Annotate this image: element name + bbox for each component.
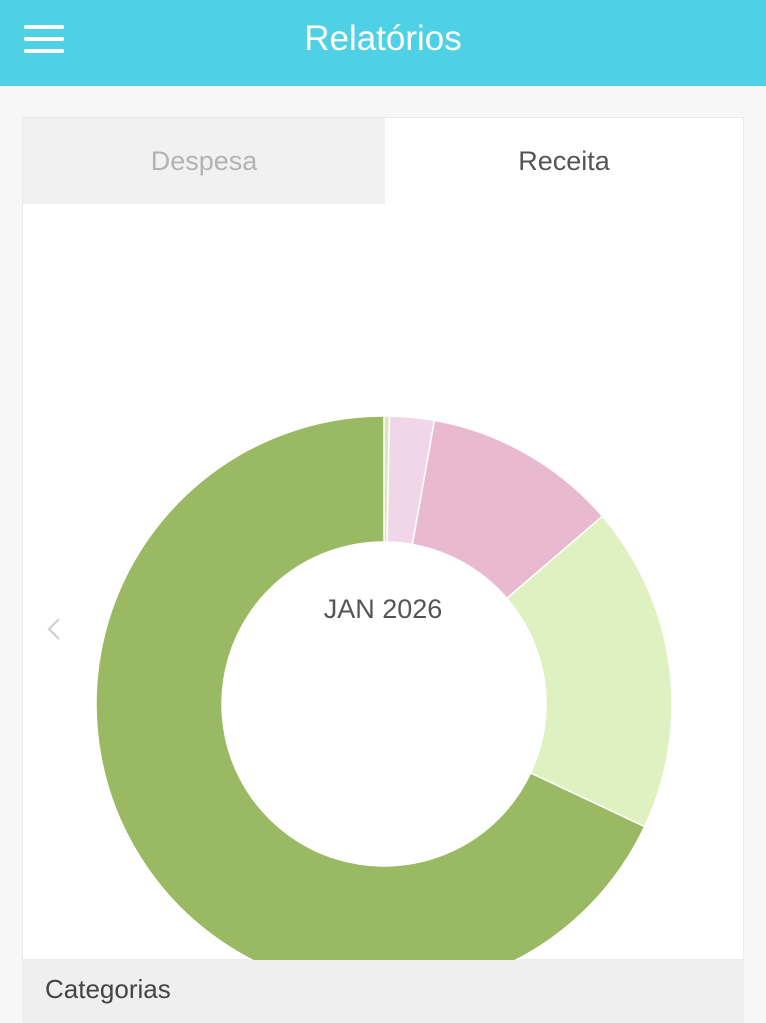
hamburger-menu-icon[interactable] [16, 18, 72, 62]
donut-chart [95, 415, 673, 960]
categories-title: Categorias [45, 974, 171, 1004]
tab-despesa[interactable]: Despesa [23, 118, 385, 204]
page-title: Relatórios [304, 19, 462, 58]
categories-header: Categorias [22, 960, 744, 1023]
donut-slice-4[interactable] [505, 515, 673, 828]
donut-slice-5[interactable] [95, 415, 646, 960]
period-label: JAN 2026 [323, 594, 443, 624]
tab-receita[interactable]: Receita [385, 118, 743, 204]
app-bar: Relatórios [0, 0, 766, 86]
report-card: Despesa Receita JAN 2026 [22, 117, 744, 960]
chevron-left-icon[interactable] [39, 606, 69, 652]
chart-area: JAN 2026 [23, 204, 743, 960]
